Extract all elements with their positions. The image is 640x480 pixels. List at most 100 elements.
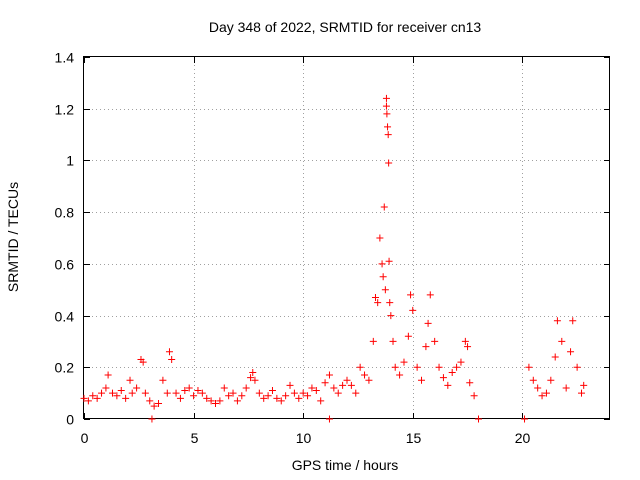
data-point [409,306,417,314]
data-point [371,293,379,301]
y-tick-label: 1 [66,153,74,169]
data-point [538,392,546,400]
data-point [387,312,395,320]
data-point [80,394,88,402]
data-point [435,363,443,371]
data-point [98,389,106,397]
data-point [534,384,542,392]
data-point [102,384,110,392]
plot-frame [83,56,610,419]
data-point [277,397,285,405]
y-tick-label: 1.4 [55,50,75,66]
data-point [369,337,377,345]
data-point [567,348,575,356]
data-point [376,234,384,242]
data-point [380,203,388,211]
y-tick-label: 0 [66,412,74,428]
data-point [255,389,263,397]
data-point [381,286,389,294]
x-tick-label: 5 [191,430,199,446]
data-point [404,332,412,340]
data-point [165,348,173,356]
data-point [407,291,415,299]
data-point [558,337,566,345]
data-point [89,392,97,400]
data-point [396,371,404,379]
data-point [113,392,121,400]
data-point [547,376,555,384]
data-point [553,317,561,325]
data-point [190,392,198,400]
data-point [573,363,581,371]
data-point [148,415,156,423]
data-point [385,159,393,167]
y-tick-label: 0.8 [55,205,75,221]
data-point [203,394,211,402]
data-point [400,358,408,366]
data-point [308,384,316,392]
data-point [365,376,373,384]
x-tick-label: 20 [515,430,531,446]
data-point [290,389,298,397]
y-tick-labels: 0 0.2 0.4 0.6 0.8 1 1.2 1.4 [55,50,75,428]
data-point [198,389,206,397]
data-point [383,110,391,118]
data-point [382,102,390,110]
data-point [181,387,189,395]
data-point [84,397,92,405]
data-point [216,397,224,405]
data-point [391,363,399,371]
data-point [225,392,233,400]
data-point [117,387,125,395]
data-point [155,399,163,407]
data-point [260,394,268,402]
data-point [122,394,130,402]
data-point [466,379,474,387]
data-point [439,374,447,382]
data-point [128,389,136,397]
data-point [268,387,276,395]
data-point [251,376,259,384]
data-point [464,343,472,351]
data-point [413,363,421,371]
data-point [247,374,255,382]
data-point [194,387,202,395]
data-point [384,131,392,139]
y-axis-label: SRMTID / TECUs [5,182,21,292]
data-point [312,387,320,395]
data-point [325,371,333,379]
y-tick-label: 0.2 [55,360,75,376]
data-point [374,299,382,307]
data-point [172,389,180,397]
data-point [229,389,237,397]
data-point [562,384,570,392]
data-point [525,363,533,371]
data-point [347,381,355,389]
data-point [339,381,347,389]
x-tick-label: 10 [296,430,312,446]
data-point [529,376,537,384]
data-point [521,415,529,423]
data-point [448,368,456,376]
data-point [249,368,257,376]
data-point [361,371,369,379]
data-point [163,389,171,397]
data-point [238,392,246,400]
data-point [356,363,364,371]
data-point [233,397,241,405]
x-axis-label: GPS time / hours [292,457,399,473]
data-point [389,337,397,345]
data-point [379,273,387,281]
data-point [457,358,465,366]
x-tick-label: 15 [406,430,422,446]
data-point [146,397,154,405]
y-tick-label: 0.6 [55,257,75,273]
data-point [304,392,312,400]
data-point [93,394,101,402]
data-point [578,389,586,397]
axis-ticks [84,57,610,420]
data-point [386,299,394,307]
data-point [352,389,360,397]
data-point [378,260,386,268]
data-point [141,389,149,397]
